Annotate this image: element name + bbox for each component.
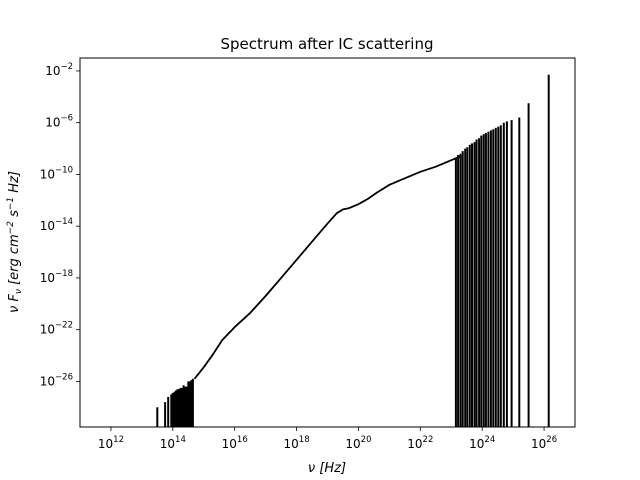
series-line-0 bbox=[193, 155, 461, 380]
y-tick-label: 10−2 bbox=[45, 62, 73, 78]
x-tick-label: 1012 bbox=[98, 435, 124, 451]
plot-frame bbox=[79, 57, 576, 428]
chart-title: Spectrum after IC scattering bbox=[221, 35, 434, 53]
y-tick-label: 10−10 bbox=[40, 165, 73, 181]
y-tick-label: 10−18 bbox=[40, 269, 73, 285]
x-axis-label: ν [Hz] bbox=[308, 461, 346, 476]
x-tick-label: 1020 bbox=[345, 435, 371, 451]
y-tick-label: 10−14 bbox=[40, 217, 73, 233]
y-tick-label: 10−6 bbox=[45, 114, 73, 130]
x-tick-label: 1026 bbox=[531, 435, 557, 451]
y-axis-label: ν Fν [erg cm−2 s−1 Hz] bbox=[6, 171, 24, 313]
x-tick-label: 1024 bbox=[469, 435, 495, 451]
x-tick-label: 1014 bbox=[160, 435, 186, 451]
plot-marks bbox=[156, 74, 550, 427]
x-axis-ticks: 1012 1014 1016 1018 1020 1022 1024 1026 bbox=[98, 427, 557, 451]
y-tick-label: 10−26 bbox=[40, 372, 73, 388]
y-tick-label: 10−22 bbox=[40, 321, 73, 337]
x-tick-label: 1022 bbox=[407, 435, 433, 451]
y-axis-ticks: 10−2 10−6 10−10 10−14 10−18 10−22 10−26 bbox=[40, 62, 80, 388]
x-tick-label: 1016 bbox=[222, 435, 248, 451]
x-tick-label: 1018 bbox=[284, 435, 310, 451]
